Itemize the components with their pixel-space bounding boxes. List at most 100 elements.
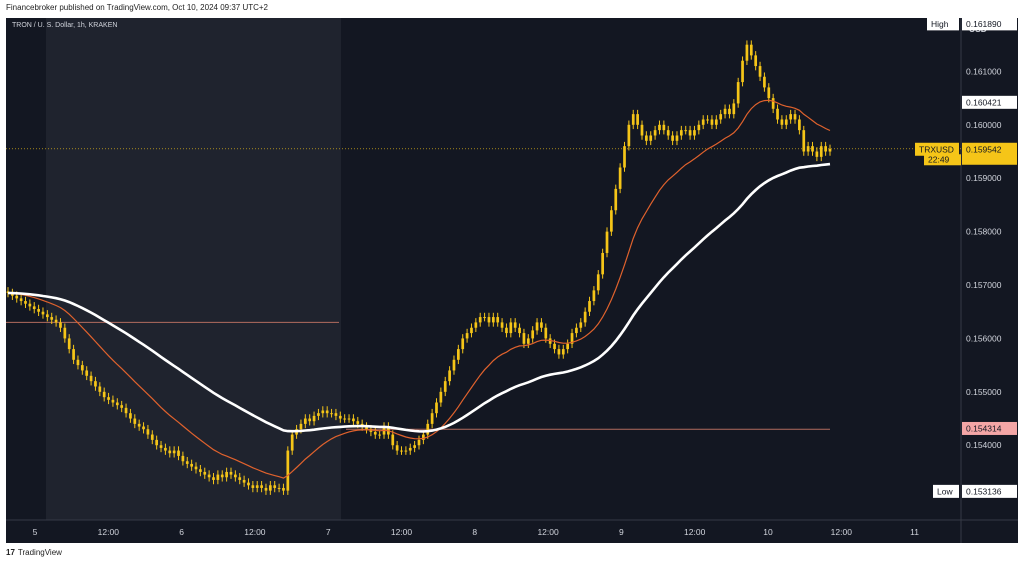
candle-body[interactable] [98,386,102,392]
candle-body[interactable] [474,322,478,328]
tradingview-brand[interactable]: TradingView [17,548,62,557]
candle-body[interactable] [789,114,793,120]
candle-body[interactable] [268,485,272,491]
candle-body[interactable] [115,402,119,406]
candle-body[interactable] [395,445,399,451]
candle-body[interactable] [500,322,504,328]
candle-body[interactable] [583,311,587,323]
candle-body[interactable] [710,119,714,125]
candle-body[interactable] [102,391,106,398]
candle-body[interactable] [45,314,49,318]
candle-body[interactable] [373,431,377,435]
candle-body[interactable] [745,44,749,61]
candle-body[interactable] [636,114,639,125]
candle-body[interactable] [15,295,19,299]
candle-body[interactable] [684,130,688,132]
candle-body[interactable] [596,274,600,291]
price-chart-svg[interactable]: 0.155000 0.156000 0.157000 0.158000 0.159000… [6,18,1018,543]
candle-body[interactable] [41,311,45,315]
candle-body[interactable] [723,108,727,115]
candle-body[interactable] [185,461,189,464]
candle-body[interactable] [413,445,416,448]
candle-body[interactable] [24,301,27,304]
candle-body[interactable] [505,327,508,334]
candle-body[interactable] [129,413,132,419]
candle-body[interactable] [601,252,604,275]
candle-body[interactable] [159,445,163,448]
candle-body[interactable] [120,405,124,408]
candle-body[interactable] [273,485,277,488]
candle-body[interactable] [321,410,325,414]
candle-body[interactable] [430,413,434,424]
candle-body[interactable] [461,338,465,350]
candle-body[interactable] [618,167,622,189]
candle-body[interactable] [491,317,495,323]
candle-body[interactable] [732,103,736,115]
candle-body[interactable] [264,487,268,491]
candle-body[interactable] [522,333,526,344]
candle-body[interactable] [19,298,23,302]
candle-body[interactable] [124,407,128,414]
candle-body[interactable] [540,322,543,328]
candle-body[interactable] [697,124,701,131]
candle-body[interactable] [286,450,290,491]
candle-body[interactable] [334,413,338,416]
candle-body[interactable] [203,471,207,475]
candle-body[interactable] [37,309,40,312]
candle-body[interactable] [544,327,548,339]
candle-body[interactable] [282,487,285,491]
candle-body[interactable] [290,434,294,451]
candle-body[interactable] [32,306,36,310]
candle-body[interactable] [255,485,259,488]
candle-body[interactable] [579,322,583,328]
candle-body[interactable] [566,343,570,350]
candle-body[interactable] [50,317,54,320]
candle-body[interactable] [776,108,779,120]
candle-body[interactable] [487,317,491,323]
candle-body[interactable] [714,119,718,125]
candle-body[interactable] [456,349,460,360]
candle-body[interactable] [54,319,58,323]
candle-body[interactable] [312,415,316,422]
candle-body[interactable] [6,291,10,294]
candle-body[interactable] [623,146,626,168]
candle-body[interactable] [736,82,740,104]
candle-body[interactable] [67,338,71,350]
candle-body[interactable] [561,349,565,355]
candle-body[interactable] [238,477,242,480]
candle-body[interactable] [592,290,596,302]
candle-body[interactable] [299,423,303,430]
candle-body[interactable] [72,349,75,360]
candle-body[interactable] [701,119,705,125]
candle-body[interactable] [513,322,517,328]
candle-body[interactable] [557,349,561,355]
candle-body[interactable] [653,130,657,136]
candle-body[interactable] [435,402,438,414]
candle-body[interactable] [190,463,193,467]
candle-body[interactable] [496,317,500,323]
candle-body[interactable] [658,124,661,131]
candle-body[interactable] [150,434,154,440]
candle-body[interactable] [452,359,456,371]
candle-body[interactable] [330,413,333,415]
chart-panel[interactable]: 0.155000 0.156000 0.157000 0.158000 0.159000… [6,18,1018,543]
candle-body[interactable] [347,418,351,420]
candle-body[interactable] [640,124,644,136]
candle-body[interactable] [277,487,281,489]
candle-body[interactable] [59,322,62,328]
candle-body[interactable] [631,114,635,125]
candle-body[interactable] [80,365,84,371]
candle-body[interactable] [675,135,679,141]
candle-body[interactable] [356,421,360,424]
candle-body[interactable] [671,135,674,141]
candle-body[interactable] [181,455,185,462]
candle-body[interactable] [194,466,198,470]
candle-body[interactable] [378,434,382,436]
candle-body[interactable] [439,391,443,403]
candle-body[interactable] [754,55,758,67]
candle-body[interactable] [251,485,255,488]
candle-body[interactable] [207,474,211,478]
candle-body[interactable] [85,370,89,376]
candle-body[interactable] [155,439,159,446]
candle-body[interactable] [234,474,237,478]
